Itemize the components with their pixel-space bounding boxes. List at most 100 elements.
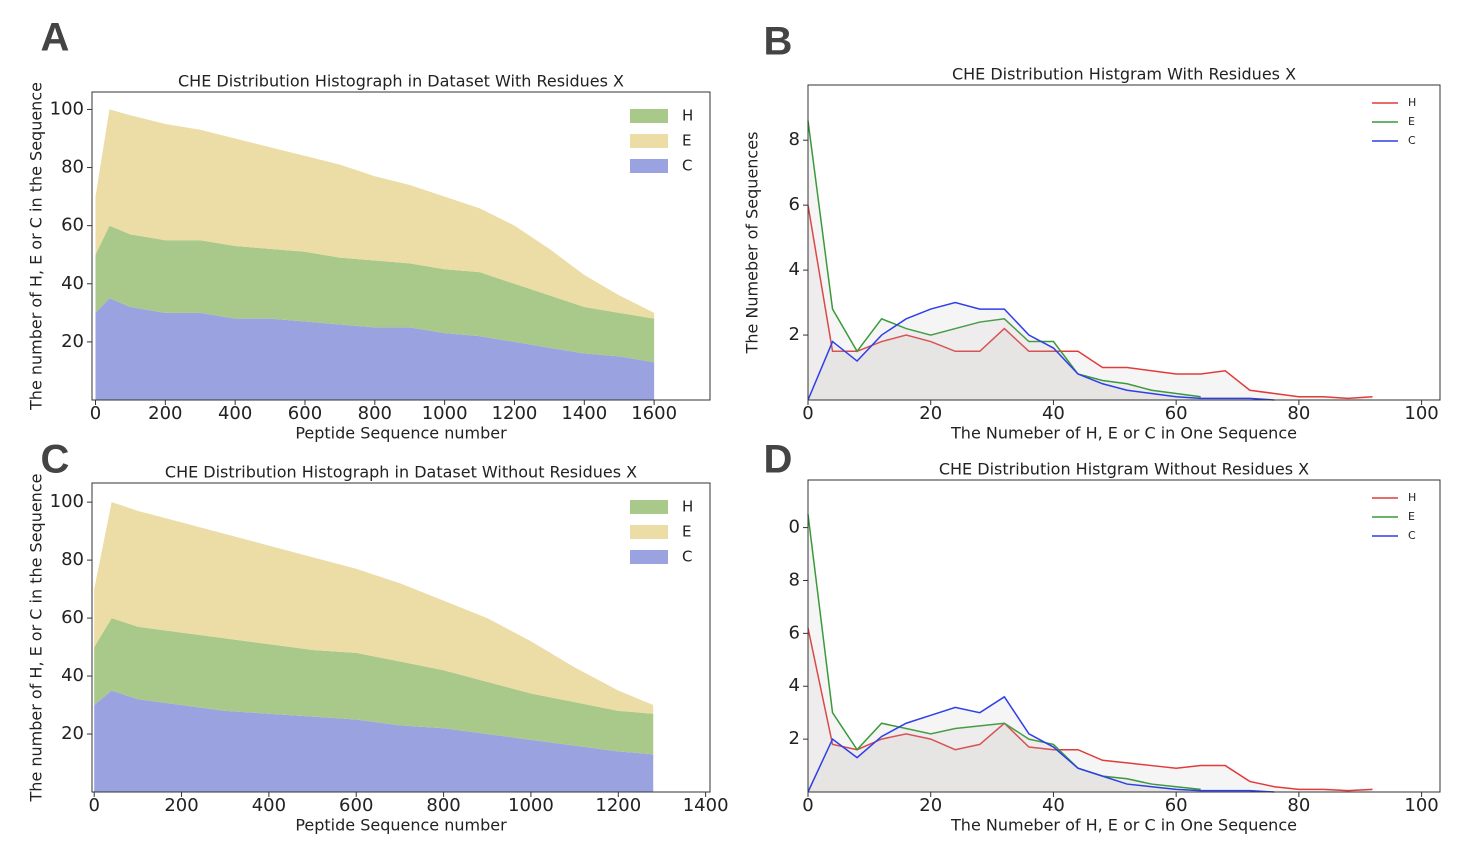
- line: [807, 695, 1275, 793]
- area: [94, 618, 654, 755]
- legend-swatch: [630, 109, 668, 123]
- x-tick-label: 1200: [595, 795, 641, 816]
- line: [807, 514, 1201, 791]
- panel-label: A: [41, 16, 70, 60]
- legend-swatch: [630, 134, 668, 148]
- legend-label: C: [682, 157, 692, 175]
- legend-label: E: [1408, 510, 1415, 523]
- panel-label: D: [764, 438, 793, 482]
- y-tick-label: 80: [61, 549, 84, 570]
- area: [95, 109, 655, 319]
- area: [95, 298, 655, 400]
- x-tick-label: 600: [288, 403, 322, 424]
- y-tick-label: 40: [61, 665, 84, 686]
- y-tick-label: 100: [50, 491, 84, 512]
- x-tick-label: 80: [1287, 403, 1310, 424]
- y-tick-label: 40: [61, 273, 84, 294]
- x-tick-label: 40: [1042, 403, 1065, 424]
- x-tick-label: 1600: [631, 403, 677, 424]
- x-tick-label: 400: [252, 795, 286, 816]
- area-fill: [808, 628, 1373, 792]
- legend-swatch: [630, 550, 668, 564]
- chart-title: CHE Distribution Histgram Without Residu…: [939, 460, 1309, 479]
- x-tick-label: 40: [1042, 795, 1065, 816]
- y-tick-label: 20: [61, 723, 84, 744]
- chart-title: CHE Distribution Histgram With Residues …: [952, 65, 1296, 84]
- x-axis-label: The Numeber of H, E or C in One Sequence: [950, 424, 1297, 443]
- legend-label: H: [682, 107, 693, 125]
- line: [807, 205, 1373, 400]
- y-tick-label: 20: [61, 331, 84, 352]
- x-axis-label: Peptide Sequence number: [295, 424, 507, 443]
- axes-frame: [807, 84, 1441, 401]
- area: [94, 502, 654, 714]
- x-tick-label: 1200: [492, 403, 538, 424]
- y-axis-label: The number of H, E or C in the Sequence: [27, 474, 46, 803]
- y-tick-label: 100: [50, 98, 84, 119]
- x-tick-label: 800: [358, 403, 392, 424]
- y-tick-label: 4: [789, 259, 800, 280]
- x-tick-label: 0: [802, 403, 813, 424]
- legend-label: C: [1408, 134, 1416, 147]
- y-tick-label: 4: [789, 675, 800, 696]
- x-tick-label: 60: [1165, 403, 1188, 424]
- x-tick-label: 0: [802, 795, 813, 816]
- legend-label: C: [682, 548, 692, 566]
- y-tick-label: 8: [789, 129, 800, 150]
- area-fill: [808, 514, 1201, 792]
- y-tick-label: 6: [789, 622, 800, 643]
- area: [95, 225, 655, 363]
- legend-label: E: [1408, 115, 1415, 128]
- x-tick-label: 60: [1165, 795, 1188, 816]
- x-axis-label: The Numeber of H, E or C in One Sequence: [950, 816, 1297, 835]
- line: [807, 301, 1275, 401]
- panel-label: C: [41, 438, 70, 482]
- axes-frame: [807, 479, 1441, 793]
- chart-title: CHE Distribution Histograph in Dataset W…: [165, 463, 637, 482]
- legend-swatch: [630, 525, 668, 539]
- x-tick-label: 200: [164, 795, 198, 816]
- y-tick-label: 6: [789, 194, 800, 215]
- x-axis-label: Peptide Sequence number: [295, 816, 507, 835]
- y-tick-label: 60: [61, 607, 84, 628]
- x-tick-label: 200: [148, 403, 182, 424]
- area: [94, 690, 654, 792]
- legend-swatch: [630, 159, 668, 173]
- legend-label: C: [1408, 529, 1416, 542]
- y-tick-label: 60: [61, 215, 84, 236]
- x-tick-label: 20: [919, 795, 942, 816]
- y-tick-label: 8: [789, 569, 800, 590]
- x-tick-label: 400: [218, 403, 252, 424]
- legend-label: H: [1408, 96, 1416, 109]
- legend-swatch: [630, 500, 668, 514]
- line: [807, 120, 1201, 398]
- y-tick-label: 80: [61, 157, 84, 178]
- x-tick-label: 800: [426, 795, 460, 816]
- x-tick-label: 1000: [422, 403, 468, 424]
- area-fill: [808, 205, 1373, 400]
- x-tick-label: 600: [339, 795, 373, 816]
- x-tick-label: 100: [1404, 795, 1438, 816]
- area-fill: [808, 120, 1201, 400]
- line: [807, 627, 1373, 792]
- x-tick-label: 100: [1404, 403, 1438, 424]
- axes-frame: [91, 91, 711, 401]
- x-tick-label: 1400: [683, 795, 729, 816]
- legend-label: E: [682, 523, 691, 541]
- area-fill: [808, 302, 1275, 400]
- panel-label: B: [764, 20, 793, 64]
- x-tick-label: 0: [88, 795, 99, 816]
- y-axis-label: The Numeber of Sequences: [743, 132, 762, 355]
- x-tick-label: 80: [1287, 795, 1310, 816]
- x-tick-label: 0: [90, 403, 101, 424]
- x-tick-label: 1000: [508, 795, 554, 816]
- legend-label: E: [682, 132, 691, 150]
- legend-label: H: [682, 498, 693, 516]
- y-tick-label: 0: [789, 517, 800, 538]
- legend-label: H: [1408, 491, 1416, 504]
- chart-title: CHE Distribution Histograph in Dataset W…: [178, 72, 624, 91]
- x-tick-label: 20: [919, 403, 942, 424]
- y-axis-label: The number of H, E or C in the Sequence: [27, 82, 46, 411]
- area-fill: [808, 696, 1275, 792]
